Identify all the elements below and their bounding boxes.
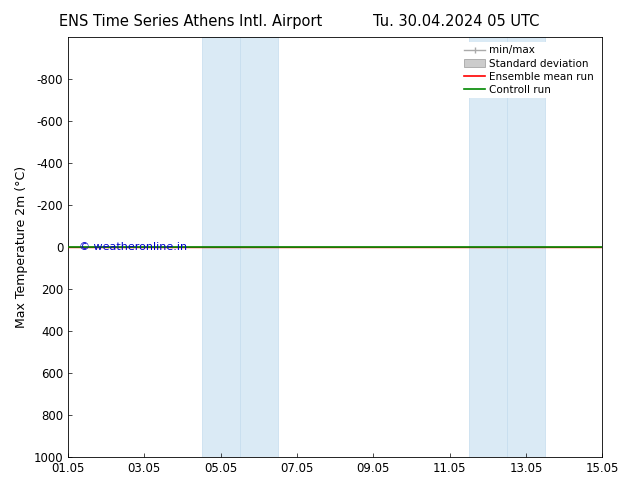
Y-axis label: Max Temperature 2m (°C): Max Temperature 2m (°C) xyxy=(15,166,28,328)
Bar xyxy=(469,37,507,457)
Legend: min/max, Standard deviation, Ensemble mean run, Controll run: min/max, Standard deviation, Ensemble me… xyxy=(461,42,597,98)
Text: ENS Time Series Athens Intl. Airport: ENS Time Series Athens Intl. Airport xyxy=(58,14,322,29)
Text: Tu. 30.04.2024 05 UTC: Tu. 30.04.2024 05 UTC xyxy=(373,14,540,29)
Bar xyxy=(240,37,278,457)
Bar xyxy=(202,37,240,457)
Text: © weatheronline.in: © weatheronline.in xyxy=(79,242,187,252)
Bar xyxy=(507,37,545,457)
